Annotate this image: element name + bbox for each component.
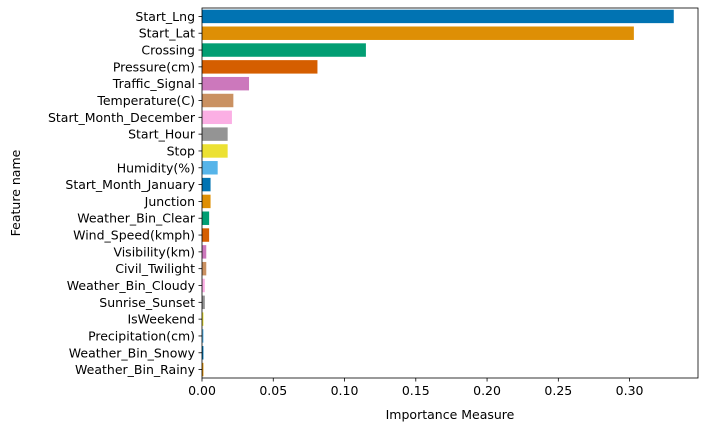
y-tick-label: Humidity(%) bbox=[117, 160, 195, 175]
bar-civil-twilight bbox=[202, 261, 207, 276]
x-tick-label: 0.30 bbox=[616, 383, 644, 398]
y-tick-label: Weather_Bin_Clear bbox=[77, 211, 196, 226]
bar-precipitation-cm- bbox=[202, 329, 204, 343]
bar-temperature-c- bbox=[202, 93, 234, 108]
y-tick-label: Start_Month_December bbox=[48, 110, 196, 125]
x-tick-label: 0.25 bbox=[544, 383, 572, 398]
y-tick-label: Precipitation(cm) bbox=[88, 328, 195, 343]
y-tick-label: Weather_Bin_Cloudy bbox=[67, 278, 196, 293]
y-tick-label: Start_Lat bbox=[139, 26, 195, 41]
bar-weather-bin-rainy bbox=[202, 362, 204, 377]
y-tick-label: Traffic_Signal bbox=[112, 76, 195, 91]
y-tick-label: Start_Month_January bbox=[65, 177, 195, 192]
bar-isweekend bbox=[202, 312, 204, 326]
bar-traffic-signal bbox=[202, 76, 250, 91]
x-axis-label: Importance Measure bbox=[386, 407, 515, 422]
bar-start-lng bbox=[202, 9, 674, 24]
bar-stop bbox=[202, 144, 228, 158]
x-tick-label: 0.20 bbox=[473, 383, 501, 398]
y-tick-label: Civil_Twilight bbox=[115, 261, 195, 276]
y-tick-label: Stop bbox=[167, 143, 195, 158]
x-tick-label: 0.10 bbox=[331, 383, 359, 398]
bar-weather-bin-cloudy bbox=[202, 278, 205, 293]
bar-start-month-january bbox=[202, 177, 211, 192]
bar-humidity- bbox=[202, 161, 218, 175]
bars-group bbox=[202, 9, 674, 377]
y-tick-label: Weather_Bin_Rainy bbox=[75, 362, 196, 377]
x-tick-label: 0.00 bbox=[188, 383, 216, 398]
bar-wind-speed-kmph- bbox=[202, 228, 210, 242]
bar-start-hour bbox=[202, 127, 228, 141]
bar-crossing bbox=[202, 43, 366, 57]
y-tick-label: Weather_Bin_Snowy bbox=[69, 345, 196, 360]
x-tick-label: 0.05 bbox=[259, 383, 287, 398]
x-axis-ticks: 0.00 0.05 0.10 0.15 0.20 0.25 0.30 bbox=[188, 378, 644, 398]
bar-start-month-december bbox=[202, 110, 232, 125]
y-tick-label: Temperature(C) bbox=[96, 93, 195, 108]
bar-weather-bin-clear bbox=[202, 211, 210, 225]
bar-sunrise-sunset bbox=[202, 295, 205, 310]
bar-weather-bin-snowy bbox=[202, 346, 204, 360]
y-tick-label: Visibility(km) bbox=[113, 244, 195, 259]
y-tick-label: Crossing bbox=[141, 43, 195, 58]
bar-visibility-km- bbox=[202, 245, 207, 259]
bar-pressure-cm- bbox=[202, 60, 318, 74]
y-tick-label: Sunrise_Sunset bbox=[99, 295, 195, 310]
x-tick-label: 0.15 bbox=[402, 383, 430, 398]
y-tick-label: Start_Hour bbox=[128, 127, 196, 142]
bar-start-lat bbox=[202, 26, 634, 40]
y-tick-label: IsWeekend bbox=[127, 312, 195, 327]
bar-junction bbox=[202, 194, 211, 209]
y-tick-label: Pressure(cm) bbox=[113, 59, 195, 74]
y-tick-label: Start_Lng bbox=[135, 9, 195, 24]
y-tick-label: Junction bbox=[144, 194, 195, 209]
plot-frame bbox=[201, 7, 699, 379]
y-axis-label: Feature name bbox=[8, 149, 23, 236]
y-tick-label: Wind_Speed(kmph) bbox=[73, 228, 195, 243]
